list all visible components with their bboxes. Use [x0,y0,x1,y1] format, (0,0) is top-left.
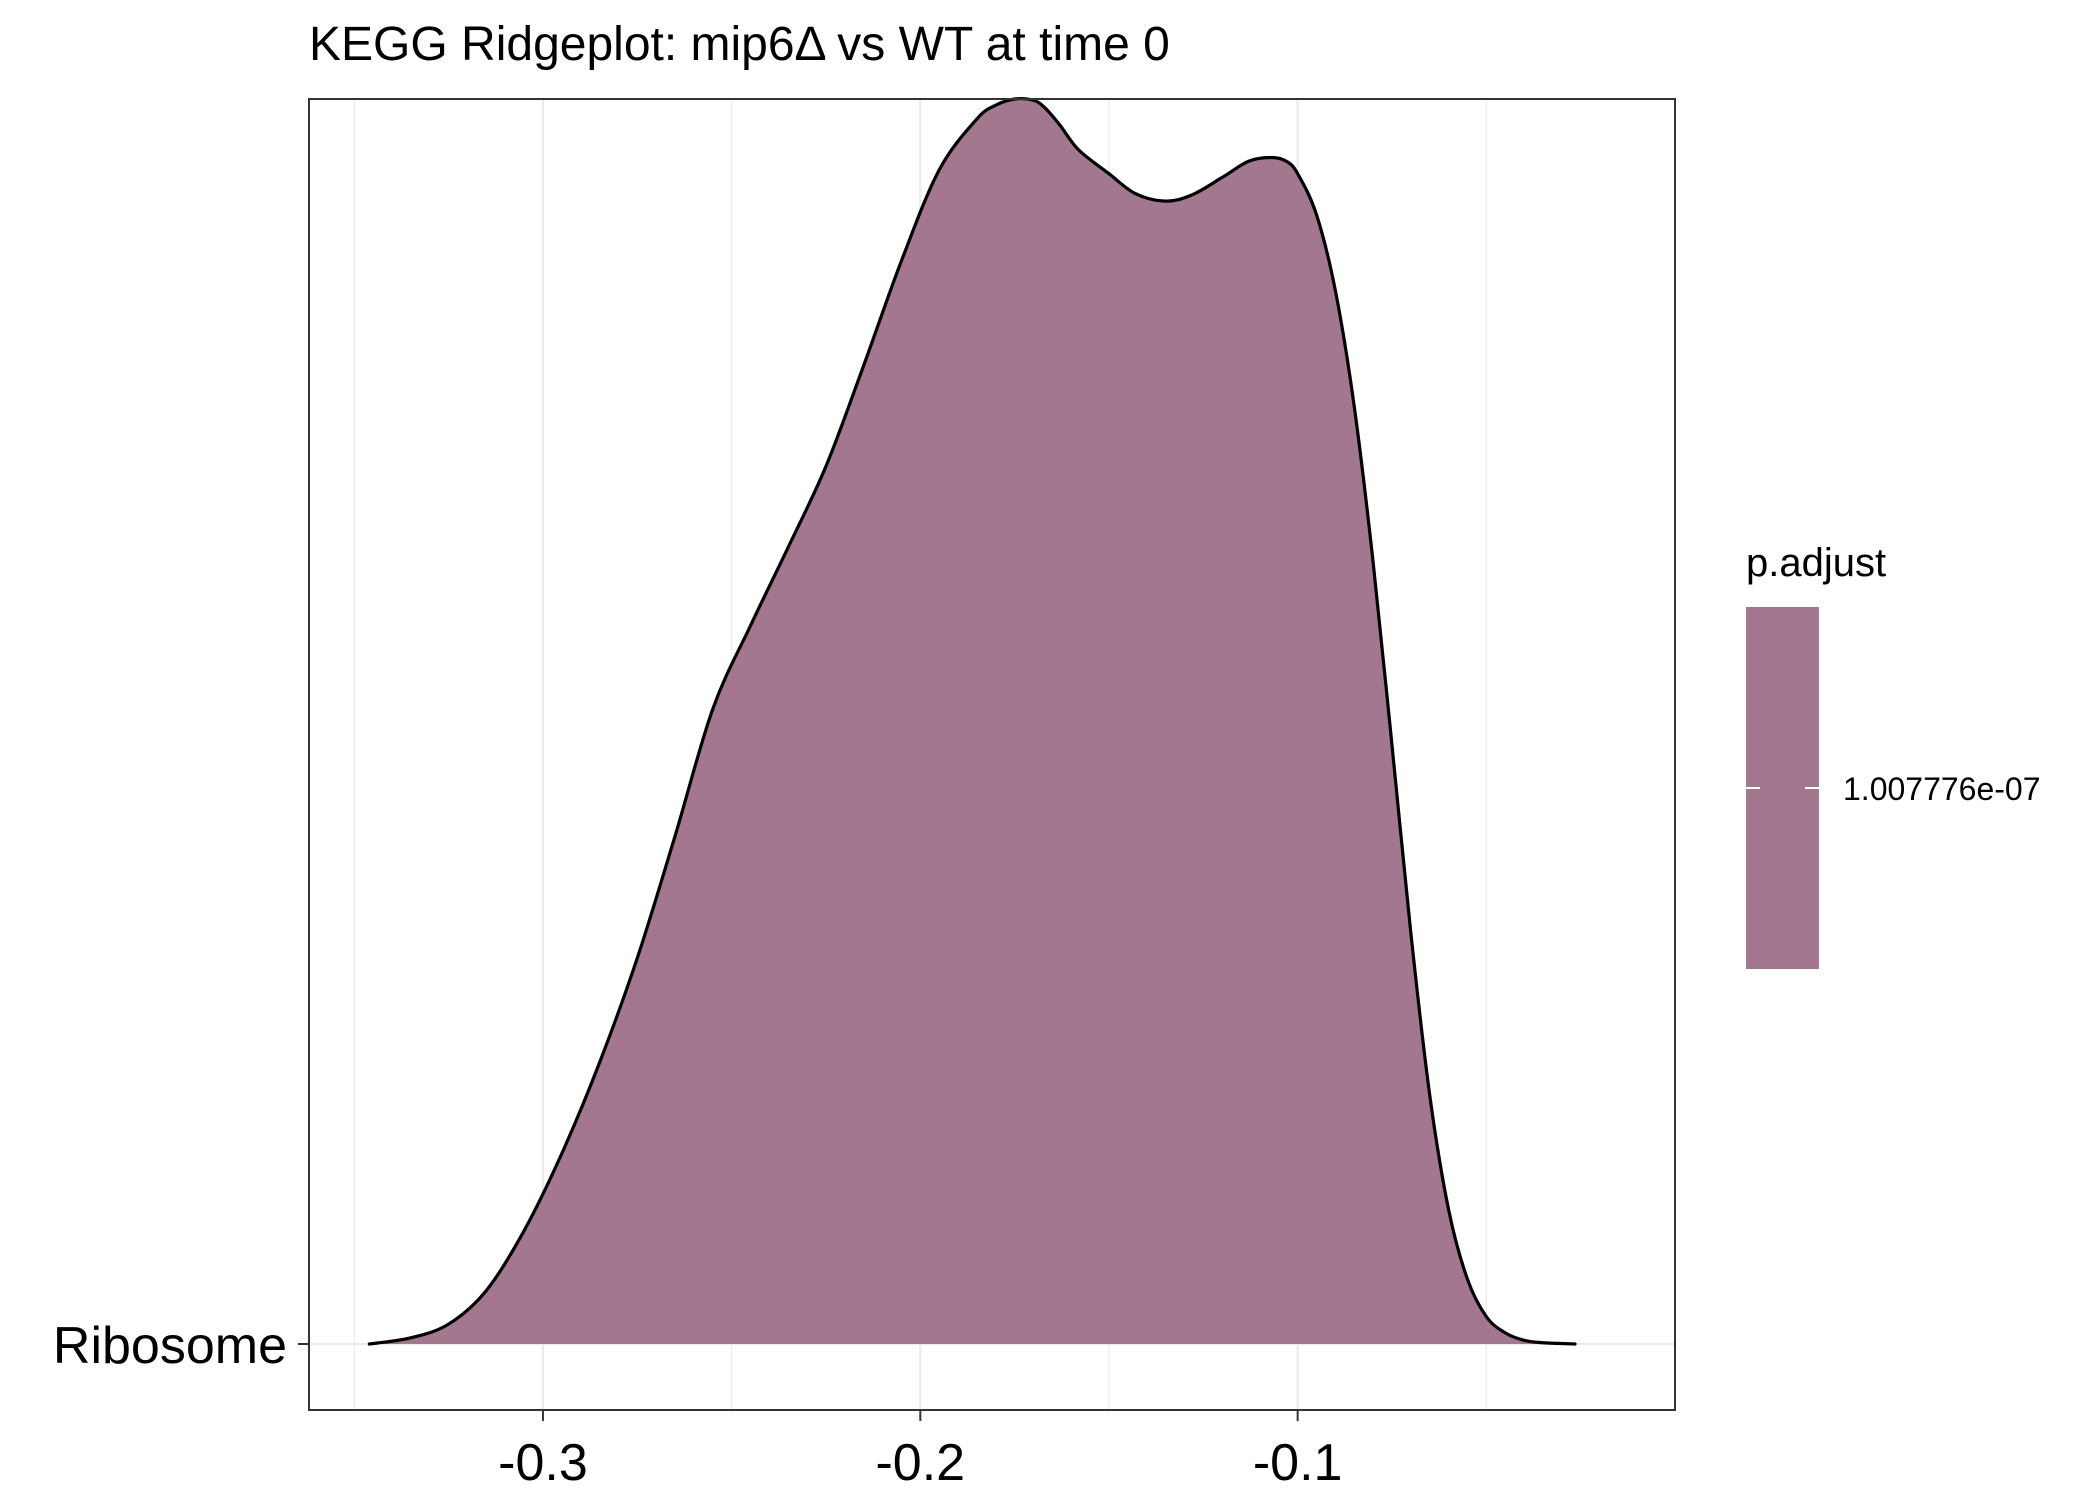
legend-value-label: 1.007776e-07 [1843,771,2041,807]
axis-layer: -0.3 -0.2 -0.1 Ribosome [53,1317,1343,1492]
plot-border [308,98,1676,1411]
legend-title: p.adjust [1746,541,1886,585]
x-tick-label: -0.1 [1253,1434,1343,1492]
legend: p.adjust 1.007776e-07 [1746,541,2041,969]
ridge-outline-ribosome [367,97,1577,1346]
ridge-area-ribosome [369,98,1575,1345]
ridge-layer [367,97,1577,1346]
x-tick-label: -0.3 [498,1434,588,1492]
x-tick-label: -0.2 [875,1434,965,1492]
chart-title: KEGG Ridgeplot: mip6Δ vs WT at time 0 [309,18,1170,71]
y-category-label: Ribosome [53,1317,287,1375]
